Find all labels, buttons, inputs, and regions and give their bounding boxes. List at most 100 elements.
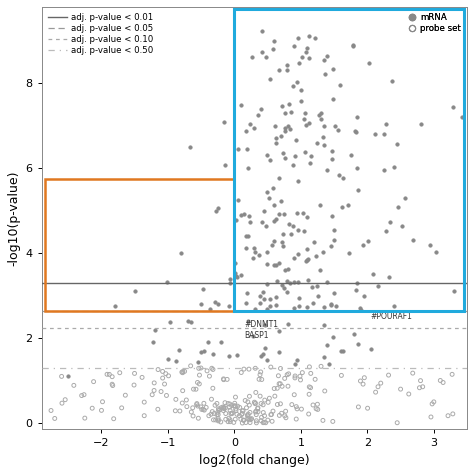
- Point: [254, 405, 262, 412]
- Point: [237, 211, 245, 219]
- Point: [246, 218, 254, 226]
- Point: [303, 245, 310, 253]
- Point: [270, 217, 278, 224]
- Point: [196, 371, 203, 379]
- Point: [266, 156, 274, 164]
- Point: [215, 405, 222, 413]
- Point: [264, 261, 271, 268]
- Point: [305, 255, 312, 263]
- Point: [304, 276, 312, 284]
- Point: [291, 304, 298, 312]
- Point: [236, 404, 244, 411]
- Point: [292, 137, 300, 144]
- Point: [197, 364, 205, 372]
- Point: [252, 407, 260, 415]
- Point: [205, 412, 213, 419]
- Point: [194, 414, 202, 422]
- Point: [131, 370, 138, 377]
- Point: [289, 82, 297, 90]
- Point: [261, 412, 268, 419]
- Point: [258, 218, 266, 226]
- Point: [361, 374, 368, 382]
- Point: [220, 375, 228, 383]
- Point: [307, 384, 314, 392]
- Point: [256, 292, 264, 300]
- Point: [159, 368, 166, 375]
- Point: [179, 368, 187, 375]
- Point: [246, 392, 253, 400]
- Point: [275, 210, 283, 218]
- Point: [252, 408, 259, 416]
- Point: [163, 392, 170, 399]
- Point: [292, 403, 300, 410]
- Point: [242, 127, 249, 135]
- Point: [244, 164, 251, 172]
- Point: [244, 412, 252, 420]
- Point: [382, 227, 390, 235]
- Point: [450, 287, 457, 295]
- Point: [313, 283, 321, 290]
- Point: [266, 302, 273, 310]
- Point: [243, 146, 250, 153]
- Point: [154, 405, 162, 413]
- Point: [313, 139, 321, 146]
- Point: [271, 201, 278, 209]
- Point: [224, 400, 232, 407]
- Point: [172, 396, 180, 403]
- Point: [257, 417, 265, 425]
- Point: [150, 379, 158, 387]
- Point: [236, 412, 243, 419]
- Point: [278, 238, 286, 246]
- Point: [320, 56, 328, 64]
- Point: [149, 338, 156, 346]
- Point: [292, 415, 300, 423]
- Text: #POURAF1: #POURAF1: [371, 312, 412, 321]
- Point: [272, 139, 280, 146]
- Point: [310, 238, 318, 246]
- Point: [300, 115, 308, 122]
- Point: [285, 220, 292, 228]
- Point: [251, 400, 259, 408]
- Point: [320, 122, 328, 130]
- Point: [307, 159, 314, 167]
- Point: [232, 393, 239, 401]
- Point: [291, 374, 299, 382]
- Point: [214, 409, 221, 416]
- Point: [47, 407, 55, 414]
- Point: [252, 389, 260, 396]
- Point: [265, 394, 273, 402]
- Point: [427, 413, 435, 421]
- Point: [449, 103, 456, 110]
- Point: [223, 375, 231, 383]
- Point: [390, 302, 398, 310]
- Point: [217, 404, 225, 411]
- Point: [426, 241, 434, 248]
- Point: [109, 373, 116, 381]
- Point: [257, 105, 264, 113]
- Point: [345, 201, 352, 209]
- Point: [210, 410, 218, 417]
- Point: [258, 48, 266, 56]
- Point: [264, 151, 271, 158]
- Point: [256, 392, 264, 400]
- Point: [195, 380, 203, 388]
- Point: [221, 399, 229, 407]
- Point: [240, 417, 247, 424]
- Point: [292, 360, 299, 368]
- Point: [165, 372, 173, 380]
- Point: [381, 130, 388, 138]
- Point: [270, 37, 277, 45]
- Point: [197, 348, 205, 356]
- Point: [288, 230, 295, 238]
- Point: [207, 410, 215, 418]
- Point: [302, 121, 310, 128]
- Point: [194, 379, 201, 386]
- Point: [233, 410, 241, 418]
- Point: [264, 248, 271, 256]
- Point: [286, 125, 293, 132]
- Point: [225, 352, 233, 360]
- Point: [264, 399, 272, 406]
- Point: [179, 387, 186, 394]
- Point: [214, 204, 221, 211]
- Point: [349, 42, 356, 50]
